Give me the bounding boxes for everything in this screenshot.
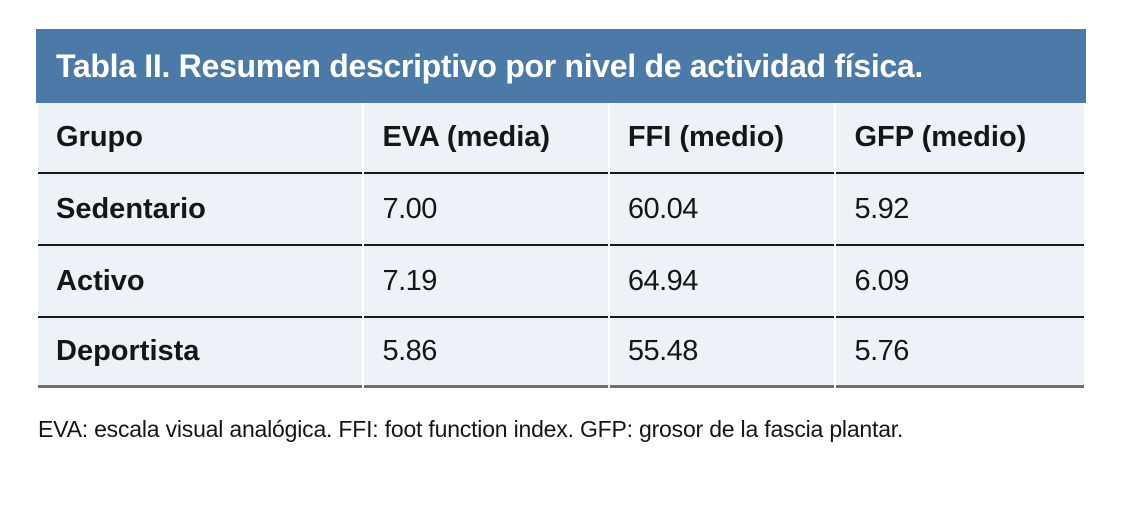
table-card: Tabla II. Resumen descriptivo por nivel … — [36, 29, 1086, 446]
cell-activo-gfp: 6.09 — [836, 244, 1084, 316]
table-row-deportista: Deportista 5.86 55.48 5.76 — [38, 316, 1084, 388]
column-header-grupo: Grupo — [38, 103, 363, 172]
cell-activo-eva: 7.19 — [364, 244, 608, 316]
table-row-sedentario: Sedentario 7.00 60.04 5.92 — [38, 172, 1084, 244]
row-label-activo: Activo — [38, 244, 363, 316]
cell-sedentario-ffi: 60.04 — [609, 172, 835, 244]
summary-table: Grupo EVA (media) FFI (medio) GFP (medio… — [36, 103, 1086, 388]
cell-deportista-eva: 5.86 — [364, 316, 608, 388]
cell-activo-ffi: 64.94 — [609, 244, 835, 316]
table-footnote: EVA: escala visual analógica. FFI: foot … — [38, 416, 904, 442]
cell-deportista-ffi: 55.48 — [609, 316, 835, 388]
header-row: Grupo EVA (media) FFI (medio) GFP (medio… — [38, 103, 1084, 172]
cell-deportista-gfp: 5.76 — [836, 316, 1084, 388]
table-title: Tabla II. Resumen descriptivo por nivel … — [56, 47, 924, 84]
column-header-ffi: FFI (medio) — [609, 103, 835, 172]
cell-sedentario-gfp: 5.92 — [836, 172, 1084, 244]
column-header-eva: EVA (media) — [364, 103, 608, 172]
column-header-gfp: GFP (medio) — [836, 103, 1084, 172]
table-title-bar: Tabla II. Resumen descriptivo por nivel … — [36, 29, 1086, 103]
cell-sedentario-eva: 7.00 — [364, 172, 608, 244]
row-label-sedentario: Sedentario — [38, 172, 363, 244]
table-row-activo: Activo 7.19 64.94 6.09 — [38, 244, 1084, 316]
row-label-deportista: Deportista — [38, 316, 363, 388]
